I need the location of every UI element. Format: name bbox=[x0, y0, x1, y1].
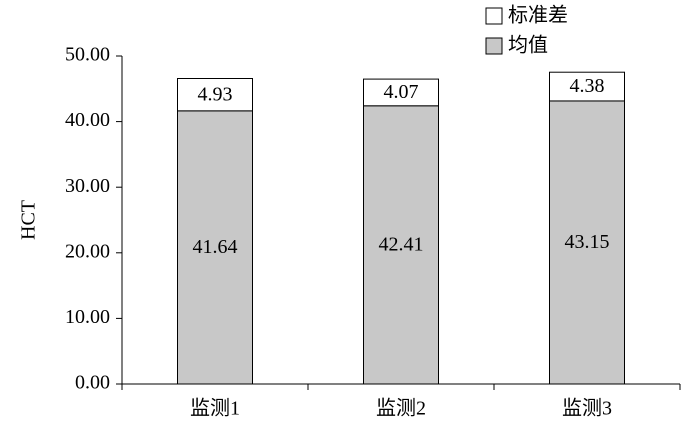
value-label: 42.41 bbox=[379, 233, 424, 255]
y-tick-label: 20.00 bbox=[65, 240, 110, 262]
value-label: 43.15 bbox=[565, 231, 610, 253]
value-label: 41.64 bbox=[193, 236, 238, 258]
legend-label: 均值 bbox=[508, 34, 548, 57]
y-tick-label: 40.00 bbox=[65, 109, 110, 131]
bar-segment bbox=[549, 71, 625, 102]
y-tick-label: 50.00 bbox=[65, 44, 110, 66]
bar-segment bbox=[177, 78, 253, 112]
bar-segment bbox=[177, 110, 253, 385]
x-tick-label: 监测3 bbox=[562, 397, 612, 420]
y-tick-label: 30.00 bbox=[65, 175, 110, 197]
bar-segment bbox=[363, 78, 439, 107]
legend-swatch bbox=[485, 7, 503, 25]
x-tick-label: 监测1 bbox=[190, 397, 240, 420]
legend-swatch bbox=[485, 37, 503, 55]
x-tick-label: 监测2 bbox=[376, 397, 426, 420]
value-label: 4.38 bbox=[570, 75, 605, 97]
y-tick-label: 0.00 bbox=[75, 372, 110, 394]
y-tick-label: 10.00 bbox=[65, 306, 110, 328]
value-label: 4.93 bbox=[198, 83, 233, 105]
bar-segment bbox=[549, 100, 625, 385]
legend-label: 标准差 bbox=[508, 4, 568, 27]
y-axis-label: HCT bbox=[18, 200, 40, 240]
value-label: 4.07 bbox=[384, 81, 419, 103]
